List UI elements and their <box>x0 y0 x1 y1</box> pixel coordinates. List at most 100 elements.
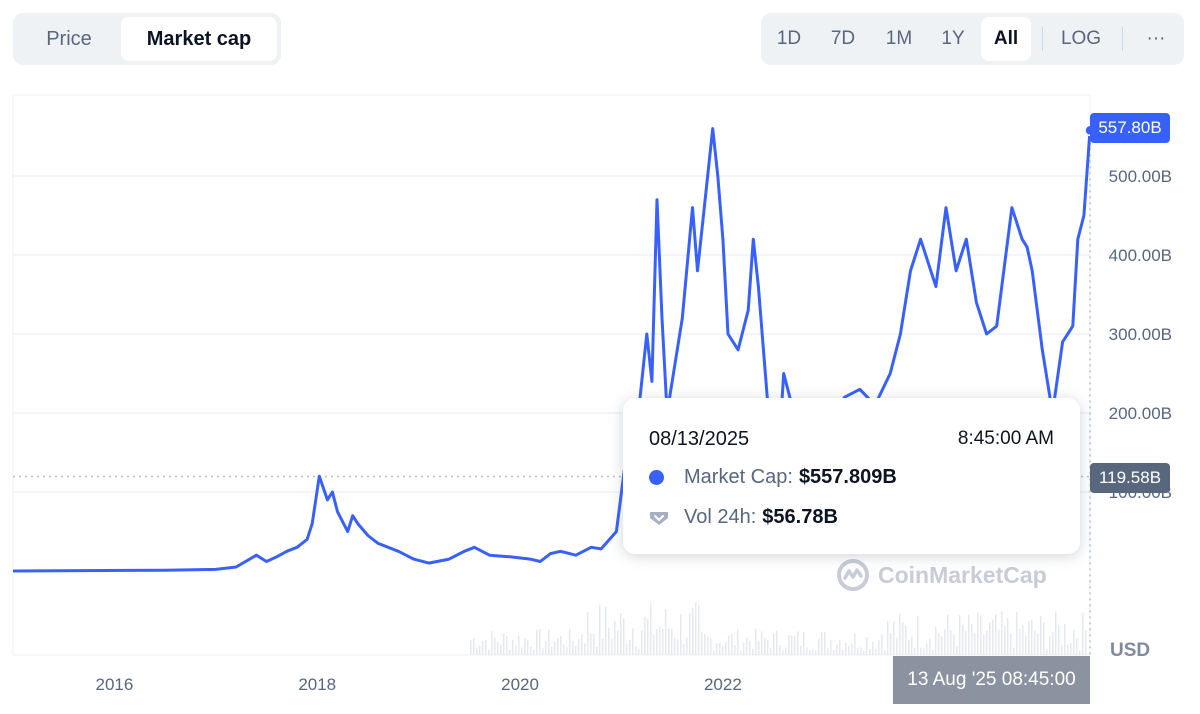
volume-bar <box>1040 615 1042 655</box>
volume-bar <box>995 614 997 655</box>
volume-bar <box>512 639 514 655</box>
volume-bar <box>848 645 850 655</box>
volume-bar <box>740 650 742 655</box>
volume-bar <box>821 632 823 655</box>
more-options-button[interactable]: ··· <box>1146 28 1166 49</box>
volume-bar <box>707 636 709 655</box>
x-tick-label: 2020 <box>501 675 539 694</box>
volume-bar <box>680 613 682 655</box>
volume-bar <box>596 647 598 655</box>
volume-bar <box>641 630 643 655</box>
volume-bar <box>992 619 994 655</box>
volume-shield-icon <box>650 511 668 525</box>
volume-bar <box>938 633 940 655</box>
volume-bar <box>1034 630 1036 655</box>
volume-bar <box>869 649 871 655</box>
volume-bar <box>614 620 616 655</box>
volume-bar <box>476 648 478 655</box>
volume-bar <box>572 640 574 655</box>
volume-bar <box>677 639 679 655</box>
volume-bar <box>1049 636 1051 655</box>
volume-bar <box>929 638 931 655</box>
volume-bar <box>602 639 604 655</box>
volume-bar <box>743 642 745 655</box>
volume-bar <box>575 645 577 655</box>
volume-bar <box>776 630 778 655</box>
time-range-selector: 1D 7D 1M 1Y All LOG ··· <box>761 13 1184 65</box>
volume-bar <box>590 633 592 655</box>
y-tick-label: 200.00B <box>1109 404 1172 423</box>
volume-bar <box>932 649 934 655</box>
volume-bar <box>971 623 973 655</box>
volume-bar <box>698 604 700 655</box>
volume-bar <box>584 643 586 655</box>
market-cap-series-line <box>12 127 1092 573</box>
volume-bar <box>722 646 724 655</box>
volume-bar <box>674 637 676 655</box>
volume-bar <box>1085 630 1087 655</box>
volume-bar <box>509 649 511 655</box>
volume-bar <box>770 648 772 655</box>
volume-bar <box>923 648 925 655</box>
range-all-button[interactable]: All <box>981 17 1031 61</box>
currency-label: USD <box>1110 640 1151 661</box>
market-cap-tab[interactable]: Market cap <box>121 17 277 61</box>
volume-bar <box>746 637 748 655</box>
volume-bar <box>1037 633 1039 655</box>
volume-bar <box>542 648 544 655</box>
volume-bar <box>686 637 688 655</box>
volume-bar <box>1070 642 1072 655</box>
volume-bar <box>716 643 718 655</box>
volume-bar <box>941 635 943 655</box>
volume-bar <box>506 636 508 655</box>
volume-bar <box>920 647 922 655</box>
volume-bar <box>653 634 655 655</box>
volume-bar <box>1073 629 1075 655</box>
y-tick-label: 500.00B <box>1109 167 1172 186</box>
volume-bar <box>587 612 589 655</box>
volume-bar <box>494 637 496 655</box>
volume-bar <box>671 629 673 655</box>
volume-bar <box>548 629 550 655</box>
range-1y-button[interactable]: 1Y <box>941 28 965 49</box>
volume-bar <box>863 650 865 655</box>
volume-bar <box>893 621 895 655</box>
volume-bar <box>482 641 484 655</box>
volume-bar <box>944 629 946 655</box>
volume-bar <box>473 638 475 655</box>
volume-bar <box>500 644 502 655</box>
log-scale-button[interactable]: LOG <box>1060 28 1102 49</box>
volume-bar <box>485 639 487 655</box>
volume-bar <box>902 622 904 655</box>
range-1m-button[interactable]: 1M <box>885 28 913 49</box>
volume-bar <box>524 638 526 655</box>
price-tab[interactable]: Price <box>46 28 92 50</box>
volume-bar <box>842 649 844 655</box>
volume-bar <box>566 647 568 655</box>
range-7d-button[interactable]: 7D <box>830 28 856 49</box>
volume-bar <box>884 650 886 655</box>
volume-bar <box>737 629 739 655</box>
volume-bar <box>599 604 601 655</box>
volume-bar <box>815 650 817 655</box>
volume-bar <box>479 645 481 655</box>
volume-bar <box>554 641 556 655</box>
volume-bar <box>1055 611 1057 655</box>
range-1d-button[interactable]: 1D <box>776 28 802 49</box>
volume-bar <box>983 634 985 655</box>
volume-bar <box>887 620 889 655</box>
volume-bar <box>788 635 790 655</box>
volume-bar <box>785 647 787 655</box>
volume-bar <box>794 636 796 655</box>
volume-bar <box>845 642 847 655</box>
volume-bar <box>557 638 559 655</box>
volume-bar <box>998 629 1000 655</box>
volume-bar <box>878 640 880 655</box>
current-price-tag: 557.80B <box>1090 113 1170 143</box>
volume-bar <box>656 629 658 655</box>
volume-bar <box>491 631 493 655</box>
coinmarketcap-logo-icon <box>837 559 869 591</box>
volume-bar <box>563 644 565 655</box>
volume-bar <box>1046 648 1048 655</box>
